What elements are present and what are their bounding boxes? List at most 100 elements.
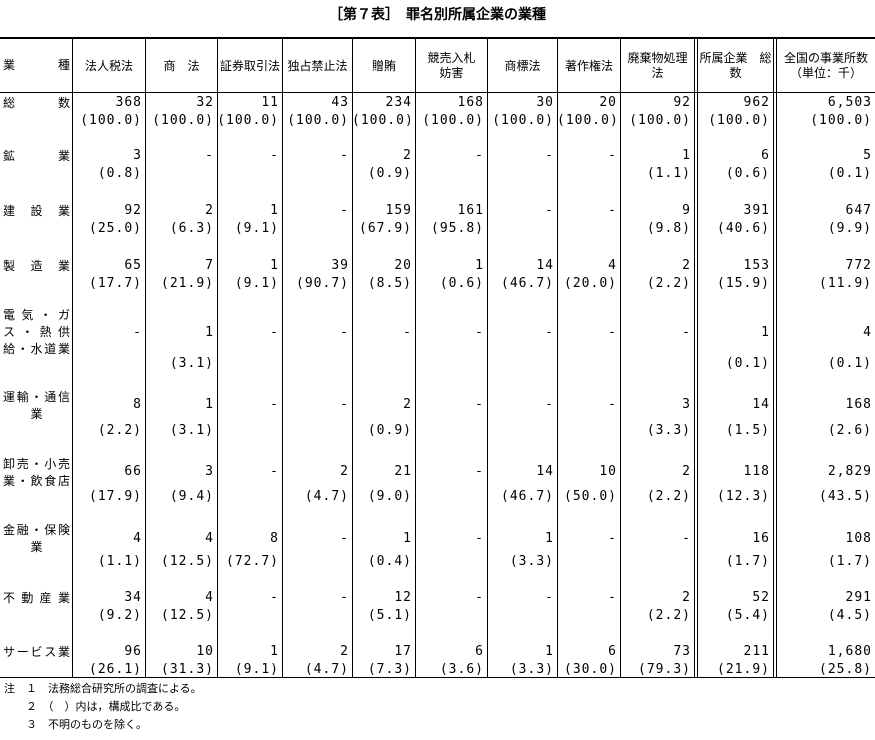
cell-count: 118 xyxy=(743,464,770,479)
cell-count: 14 xyxy=(536,464,554,479)
cell-percentage: (1.1) xyxy=(646,166,691,181)
cell-percentage: (25.8) xyxy=(819,662,872,677)
cell-count: 2 xyxy=(340,464,349,479)
cell-percentage: (3.3) xyxy=(646,423,691,438)
column-divider xyxy=(773,39,774,677)
cell-count: 108 xyxy=(845,531,872,546)
column-header: 著作権法 xyxy=(558,40,620,92)
cell-count: - xyxy=(475,531,484,546)
row-label-line: 給・水道業 xyxy=(3,342,70,356)
column-header: 商標法 xyxy=(488,40,557,92)
cell-count: 6 xyxy=(608,644,617,659)
cell-count: 12 xyxy=(394,590,412,605)
cell-count: 1 xyxy=(761,325,770,340)
row-label-line: 電気・ガ xyxy=(3,308,70,322)
cell-percentage: (2.2) xyxy=(646,489,691,504)
cell-count: 6 xyxy=(761,148,770,163)
cell-count: 161 xyxy=(457,203,484,218)
cell-percentage: (9.0) xyxy=(367,489,412,504)
row-label-line: 業 xyxy=(30,540,43,554)
cell-count: 96 xyxy=(124,644,142,659)
row-label-line: 業 xyxy=(30,407,43,421)
row-label: 電気・ガ ス・熱供 給・水道業 xyxy=(3,307,70,358)
cell-count: - xyxy=(545,590,554,605)
column-header: 法人税法 xyxy=(73,40,145,92)
column-header: 商 法 xyxy=(146,40,217,92)
cell-percentage: (40.6) xyxy=(717,221,770,236)
column-divider-double xyxy=(697,39,698,677)
header-label-char: 業 xyxy=(3,58,16,72)
cell-percentage: (0.6) xyxy=(439,276,484,291)
column-header-line: 法 xyxy=(651,66,664,80)
cell-count: 2,829 xyxy=(827,464,872,479)
cell-count: - xyxy=(608,325,617,340)
header-bottom-border xyxy=(0,92,875,93)
column-divider-double xyxy=(776,39,777,677)
cell-count: 2 xyxy=(340,644,349,659)
note-line: 注 １ 法務総合研究所の調査による。 xyxy=(4,682,202,695)
column-header: 競売入札 妨害 xyxy=(416,40,487,92)
column-divider xyxy=(694,39,695,677)
cell-count: 3 xyxy=(205,464,214,479)
row-label-line: 不動産業 xyxy=(3,591,70,605)
cell-count: - xyxy=(545,148,554,163)
column-header-line: 著作権法 xyxy=(564,58,613,73)
cell-count: 92 xyxy=(124,203,142,218)
note-line: ２ （ ）内は，構成比である。 xyxy=(4,700,186,713)
cell-count: 10 xyxy=(196,644,214,659)
cell-count: 2 xyxy=(403,148,412,163)
cell-count: 14 xyxy=(536,258,554,273)
column-divider xyxy=(415,39,416,677)
row-label: 卸売・小売 業・飲食店 xyxy=(3,456,70,490)
column-divider xyxy=(557,39,558,677)
column-divider xyxy=(145,39,146,677)
cell-percentage: (2.2) xyxy=(646,608,691,623)
row-label: 不動産業 xyxy=(3,590,70,607)
cell-count: - xyxy=(270,397,279,412)
row-label: サービス業 xyxy=(3,644,70,661)
row-label: 製造業 xyxy=(3,258,70,275)
cell-count: - xyxy=(682,325,691,340)
column-divider xyxy=(72,39,73,677)
cell-percentage: (9.1) xyxy=(234,276,279,291)
cell-count: 73 xyxy=(673,644,691,659)
cell-percentage: (100.0) xyxy=(422,113,484,128)
cell-percentage: (72.7) xyxy=(226,554,279,569)
cell-percentage: (25.0) xyxy=(89,221,142,236)
cell-percentage: (17.7) xyxy=(89,276,142,291)
cell-count: 1 xyxy=(475,258,484,273)
cell-count: - xyxy=(340,531,349,546)
column-header-line: 贈賄 xyxy=(371,58,396,73)
cell-count: 2 xyxy=(682,464,691,479)
cell-count: - xyxy=(403,325,412,340)
cell-percentage: (1.5) xyxy=(725,423,770,438)
header-industry-label: 業種 xyxy=(3,57,70,74)
cell-percentage: (0.1) xyxy=(725,356,770,371)
cell-percentage: (0.9) xyxy=(367,166,412,181)
column-divider xyxy=(282,39,283,677)
cell-percentage: (100.0) xyxy=(810,113,872,128)
cell-count: 1 xyxy=(545,644,554,659)
cell-count: 6,503 xyxy=(827,95,872,110)
cell-count: 8 xyxy=(133,397,142,412)
cell-percentage: (0.6) xyxy=(725,166,770,181)
column-header-line: 所属企業 総 xyxy=(699,51,772,65)
cell-count: 168 xyxy=(457,95,484,110)
cell-count: 10 xyxy=(599,464,617,479)
cell-count: 234 xyxy=(385,95,412,110)
cell-count: 2 xyxy=(205,203,214,218)
cell-count: 32 xyxy=(196,95,214,110)
cell-count: 1 xyxy=(403,531,412,546)
cell-percentage: (2.6) xyxy=(827,423,872,438)
cell-count: 14 xyxy=(752,397,770,412)
cell-count: 3 xyxy=(682,397,691,412)
cell-percentage: (12.5) xyxy=(161,554,214,569)
header-label-char: 種 xyxy=(57,58,70,72)
cell-percentage: (1.7) xyxy=(725,554,770,569)
cell-percentage: (12.5) xyxy=(161,608,214,623)
cell-count: 39 xyxy=(331,258,349,273)
column-header: 廃棄物処理法 xyxy=(621,40,694,92)
row-label-line: サービス業 xyxy=(3,645,70,659)
cell-count: - xyxy=(340,397,349,412)
cell-count: - xyxy=(475,148,484,163)
